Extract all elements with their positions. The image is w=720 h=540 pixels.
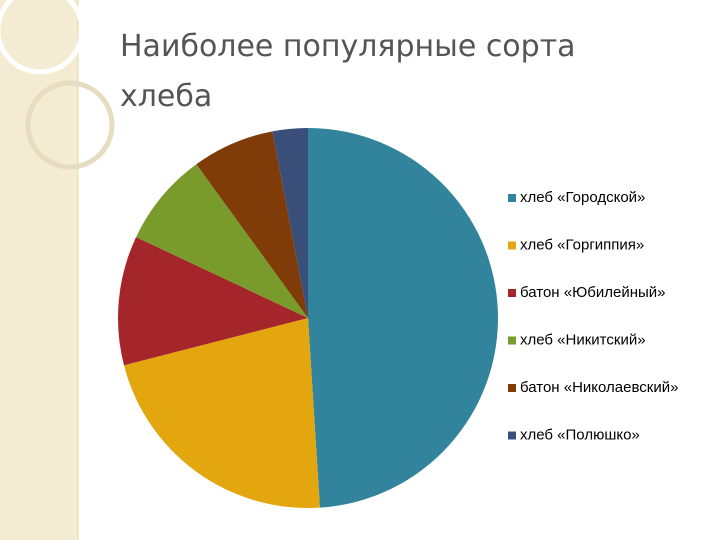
legend-label: хлеб «Горгиппия» <box>520 236 644 253</box>
legend-label: хлеб «Никитский» <box>520 331 646 348</box>
legend-swatch <box>508 241 516 250</box>
legend-swatch <box>508 289 516 297</box>
legend-swatch <box>508 384 516 392</box>
pie-slice <box>308 128 499 508</box>
pie-slice <box>123 318 320 508</box>
side-strip <box>0 0 78 540</box>
legend-swatch <box>508 336 516 345</box>
decor-circle <box>0 0 85 75</box>
legend-swatch <box>508 431 516 440</box>
legend-label: батон «Николаевский» <box>520 379 678 396</box>
pie-slice <box>117 237 309 366</box>
legend-label: хлеб «Полюшко» <box>520 426 640 443</box>
pie-slice <box>136 164 308 318</box>
legend-label: батон «Юбилейный» <box>520 284 665 301</box>
pie-slice <box>272 128 308 318</box>
legend-label: хлеб «Городской» <box>520 189 645 206</box>
legend-swatch <box>508 194 516 202</box>
chart-title: Наиболее популярные сорта хлеба <box>120 29 576 114</box>
decor-circle <box>25 80 115 170</box>
pie-slice <box>196 131 308 318</box>
